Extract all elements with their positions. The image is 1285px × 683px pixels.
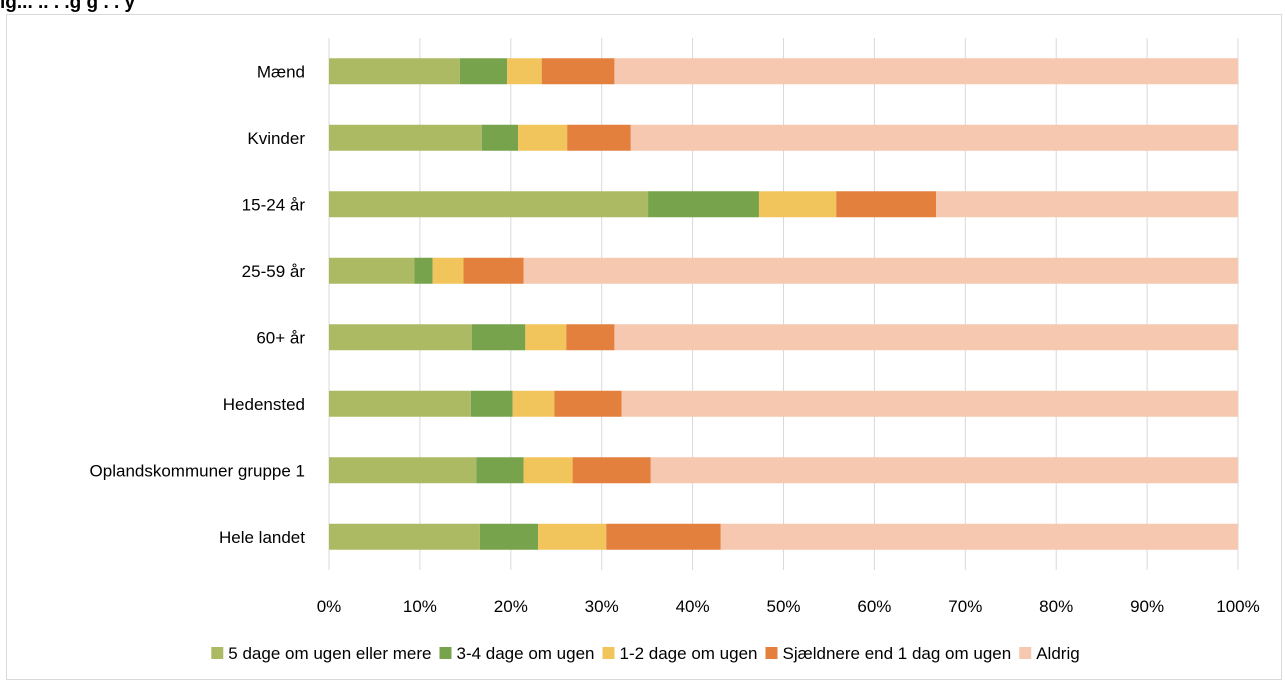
bar-segment — [936, 191, 1238, 218]
bar-segment — [630, 124, 1238, 151]
bar-segment — [541, 58, 615, 85]
bar-segment — [329, 124, 482, 151]
category-label: Mænd — [257, 62, 305, 81]
chart-title-partial: ig... .. . .g g . . y — [0, 0, 136, 13]
bar-segment — [554, 390, 622, 417]
legend-swatch — [602, 647, 615, 659]
bar-segment — [329, 457, 477, 484]
x-tick-labels: 0% 10% 20% 30% 40% 50% 60% 70% 80% 90% 100% — [317, 597, 1260, 616]
legend-item: 3-4 dage om ugen — [439, 644, 594, 663]
bar-segment — [523, 457, 573, 484]
chart-frame — [6, 14, 1282, 680]
bar-segment — [470, 390, 513, 417]
bar-segment — [650, 457, 1238, 484]
bar-segment — [329, 58, 460, 85]
category-label: 15-24 år — [242, 195, 306, 214]
gridlines — [328, 38, 1239, 570]
x-tick-label: 60% — [857, 597, 891, 616]
bar-segment — [523, 257, 1238, 284]
legend-label: 1-2 dage om ugen — [619, 644, 757, 663]
category-label: Oplandskommuner gruppe 1 — [90, 461, 305, 480]
legend: 5 dage om ugen eller mere 3-4 dage om uge… — [211, 644, 1080, 663]
category-label: 25-59 år — [242, 262, 306, 281]
x-tick-label: 90% — [1130, 597, 1164, 616]
bar-segment — [525, 324, 567, 351]
bar-segment — [758, 191, 837, 218]
legend-item: Sjældnere end 1 dag om ugen — [765, 644, 1011, 663]
bar-segment — [648, 191, 759, 218]
legend-swatch — [439, 647, 452, 659]
bar-segment — [329, 257, 415, 284]
legend-swatch — [765, 647, 778, 659]
bar-segment — [567, 124, 631, 151]
x-tick-label: 80% — [1039, 597, 1073, 616]
bar-segment — [507, 58, 542, 85]
bar-segment — [329, 324, 472, 351]
category-label: Hele landet — [219, 528, 305, 547]
bar-segment — [606, 523, 721, 550]
bar-segment — [518, 124, 568, 151]
legend-label: 5 dage om ugen eller mere — [228, 644, 431, 663]
x-tick-label: 0% — [317, 597, 342, 616]
bar-segment — [481, 124, 519, 151]
bar-segment — [329, 191, 649, 218]
bar-segment — [479, 523, 539, 550]
bar-segment — [614, 324, 1238, 351]
x-tick-label: 10% — [403, 597, 437, 616]
category-label: Hedensted — [223, 395, 305, 414]
x-tick-label: 100% — [1216, 597, 1259, 616]
bars — [329, 58, 1238, 550]
legend-item: 1-2 dage om ugen — [602, 644, 757, 663]
x-tick-label: 20% — [494, 597, 528, 616]
bar-segment — [538, 523, 607, 550]
x-tick-label: 50% — [766, 597, 800, 616]
bar-segment — [463, 257, 524, 284]
category-labels: Mænd Kvinder 15-24 år 25-59 år 60+ år Hedenst… — [90, 62, 306, 547]
bar-segment — [566, 324, 615, 351]
bar-segment — [614, 58, 1238, 85]
category-label: 60+ år — [256, 328, 305, 347]
bar-segment — [329, 523, 480, 550]
legend-item: 5 dage om ugen eller mere — [211, 644, 431, 663]
bar-segment — [836, 191, 937, 218]
bar-segment — [621, 390, 1238, 417]
x-tick-label: 70% — [948, 597, 982, 616]
bar-segment — [459, 58, 508, 85]
bar-segment — [432, 257, 464, 284]
bar-segment — [471, 324, 526, 351]
bar-segment — [512, 390, 555, 417]
legend-label: Sjældnere end 1 dag om ugen — [782, 644, 1011, 663]
legend-label: Aldrig — [1036, 644, 1079, 663]
x-tick-label: 40% — [676, 597, 710, 616]
bar-segment — [572, 457, 651, 484]
legend-item: Aldrig — [1019, 644, 1080, 663]
legend-label: 3-4 dage om ugen — [456, 644, 594, 663]
bar-segment — [720, 523, 1238, 550]
x-tick-label: 30% — [585, 597, 619, 616]
legend-swatch — [211, 647, 224, 659]
bar-segment — [476, 457, 524, 484]
bar-segment — [414, 257, 433, 284]
category-label: Kvinder — [247, 129, 305, 148]
bar-segment — [329, 390, 471, 417]
legend-swatch — [1019, 647, 1032, 659]
